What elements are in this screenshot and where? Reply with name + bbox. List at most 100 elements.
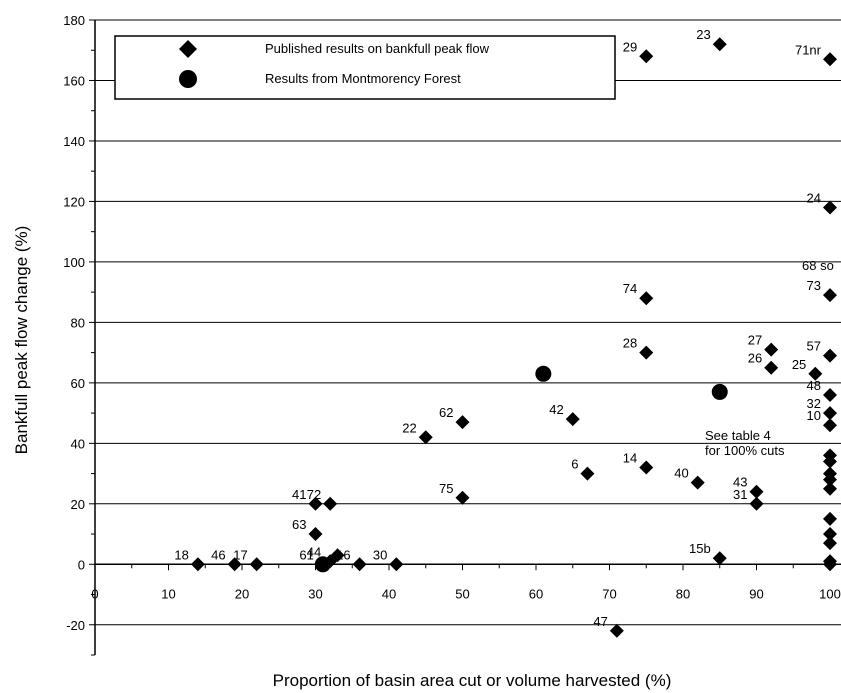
data-point-diamond [823,472,837,487]
data-label: 74 [623,281,637,296]
annotation-line-2: for 100% cuts [705,443,785,458]
data-label: 25 [792,357,806,372]
data-point-diamond [308,527,323,542]
y-tick-label: 100 [63,255,85,270]
data-point-diamond [308,496,323,511]
data-point-diamond [352,557,367,572]
data-point-diamond [823,348,837,363]
x-tick-label: 90 [749,586,763,601]
data-point-diamond [565,412,580,427]
legend-label-published: Published results on bankfull peak flow [265,41,490,56]
y-tick-label: 20 [71,497,85,512]
data-point-diamond [639,291,654,306]
y-tick-label: 80 [71,315,85,330]
data-point-diamond [389,557,404,572]
data-label: 18 [174,547,188,562]
data-label: 42 [549,402,563,417]
data-label: 16 [336,547,350,562]
data-label: 43 [733,475,747,490]
x-tick-label: 30 [308,586,322,601]
data-label: 23 [696,27,710,42]
x-tick-label: 20 [235,586,249,601]
data-label: 29 [623,39,637,54]
data-point-diamond [249,557,264,572]
data-point-diamond [823,557,837,572]
data-label: 57 [807,339,821,354]
data-point-circle [711,383,728,400]
data-point-circle [314,556,331,573]
data-point-diamond [823,511,837,526]
y-tick-label: 180 [63,13,85,28]
data-point-diamond [418,430,433,445]
data-point-diamond [323,496,338,511]
legend-label-montmorency: Results from Montmorency Forest [265,71,461,86]
x-tick-label: 80 [676,586,690,601]
data-point-diamond [749,484,764,499]
data-label: 68 so [802,258,834,273]
data-point-diamond [823,387,837,402]
annotation-line-1: See table 4 [705,428,771,443]
x-tick-label: 60 [529,586,543,601]
axes-layer: -20 0 20 40 60 80 100 120 140 160 180 0 10 20 30 40 50 60… [63,13,841,656]
legend: Published results on bankfull peak flow … [114,35,616,100]
y-tick-label: 0 [78,557,85,572]
y-tick-label: 60 [71,376,85,391]
data-point-diamond [455,490,470,505]
data-label: 73 [807,278,821,293]
data-label: 61 [299,547,313,562]
data-point-diamond [712,37,727,52]
data-point-diamond [190,557,205,572]
data-label: 32 [807,396,821,411]
data-point-diamond [712,551,727,566]
marks-layer [190,37,837,638]
data-label: 46 [211,547,225,562]
data-point-diamond [823,200,837,215]
data-label: 47 [593,614,607,629]
data-point-diamond [764,342,779,357]
data-label: 71nr [795,42,822,57]
data-label: 62 [439,405,453,420]
legend-circle-marker [179,70,197,88]
data-label: 48 [807,378,821,393]
x-tick-label: 10 [161,586,175,601]
data-label: 30 [373,547,387,562]
data-point-diamond [639,345,654,360]
x-tick-label: 70 [602,586,616,601]
legend-box [114,35,616,100]
x-tick-label: 0 [91,586,98,601]
data-point-diamond [823,527,837,542]
data-label: 27 [748,333,762,348]
y-tick-label: -20 [66,618,85,633]
data-label: 22 [402,420,416,435]
data-point-diamond [609,623,624,638]
y-tick-label: 40 [71,436,85,451]
data-label: 10 [807,408,821,423]
data-point-diamond [690,475,705,490]
data-label: 14 [623,451,637,466]
y-tick-label: 140 [63,134,85,149]
data-point-diamond [330,548,345,563]
data-point-diamond [823,454,837,469]
data-point-diamond [823,481,837,496]
data-point-diamond [808,366,823,381]
data-point-circle [535,365,552,382]
data-label: 28 [623,336,637,351]
data-point-diamond [823,406,837,421]
data-label: 17 [233,547,247,562]
data-point-diamond [639,460,654,475]
grid-layer [95,19,841,626]
data-label: 24 [807,190,821,205]
data-point-diamond [823,288,837,303]
data-label: 15b [689,541,711,556]
y-tick-label: 160 [63,73,85,88]
data-point-diamond [823,418,837,433]
y-axis-title: Bankfull peak flow change (%) [12,226,31,455]
data-label: 63 [292,517,306,532]
data-label: 26 [748,351,762,366]
data-label: 75 [439,481,453,496]
x-tick-label: 50 [455,586,469,601]
data-point-diamond [455,415,470,430]
data-label: 40 [674,466,688,481]
